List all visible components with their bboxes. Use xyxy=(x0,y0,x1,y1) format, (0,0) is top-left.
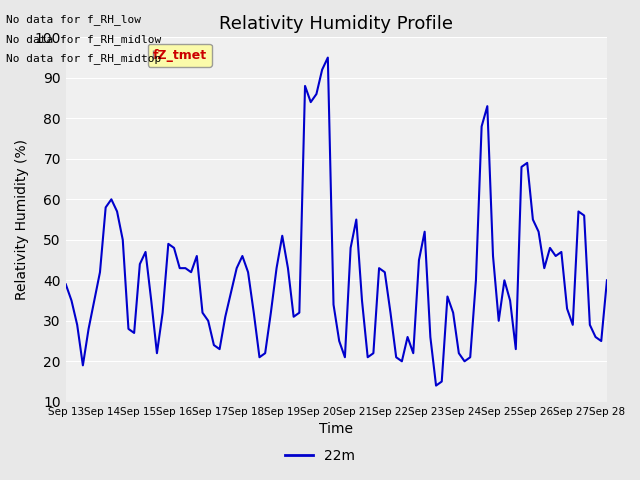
Text: No data for f_RH_midlow: No data for f_RH_midlow xyxy=(6,34,162,45)
Legend: fZ_tmet: fZ_tmet xyxy=(148,44,212,67)
Y-axis label: Relativity Humidity (%): Relativity Humidity (%) xyxy=(15,139,29,300)
Title: Relativity Humidity Profile: Relativity Humidity Profile xyxy=(220,15,453,33)
Text: No data for f_RH_low: No data for f_RH_low xyxy=(6,14,141,25)
Legend: 22m: 22m xyxy=(280,443,360,468)
Text: No data for f_RH_midtop: No data for f_RH_midtop xyxy=(6,53,162,64)
X-axis label: Time: Time xyxy=(319,422,353,436)
